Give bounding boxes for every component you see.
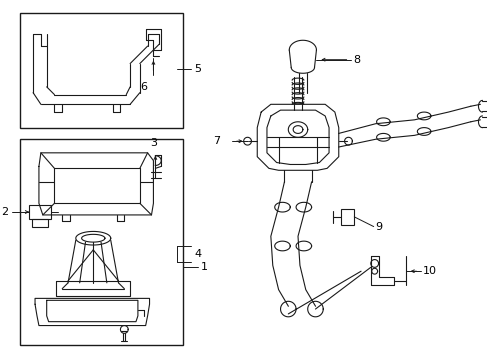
- Text: 9: 9: [376, 221, 383, 231]
- Text: 2: 2: [1, 207, 8, 217]
- Text: 5: 5: [194, 64, 201, 75]
- Bar: [32, 219, 48, 226]
- Text: 8: 8: [353, 55, 361, 65]
- Text: 4: 4: [194, 249, 201, 259]
- Text: 6: 6: [140, 82, 147, 92]
- Bar: [341, 209, 354, 225]
- Bar: [29, 205, 50, 219]
- Text: 1: 1: [201, 262, 208, 272]
- Text: 3: 3: [150, 138, 157, 148]
- Text: 7: 7: [213, 136, 220, 146]
- Bar: [20, 139, 183, 345]
- Text: 10: 10: [423, 266, 437, 276]
- Bar: [20, 13, 183, 127]
